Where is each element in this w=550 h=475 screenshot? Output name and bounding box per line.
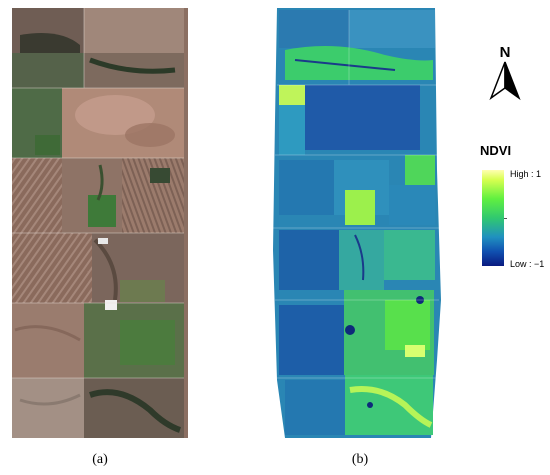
- ndvi-legend: NDVI High : 1 Low : −1: [478, 143, 550, 273]
- caption-b: (b): [351, 452, 369, 467]
- legend-low-label: Low : −1: [510, 259, 545, 269]
- caption-a: (a): [92, 452, 108, 467]
- ndvi-color-ramp: [482, 170, 504, 266]
- north-arrow-icon: N: [489, 44, 521, 101]
- legend-title: NDVI: [480, 143, 512, 158]
- north-arrow: N: [483, 42, 527, 102]
- ndvi-mosaic-icon: [273, 8, 441, 438]
- legend-high-label: High : 1: [510, 169, 542, 179]
- ndvi-map-image: [255, 0, 455, 445]
- legend-tick: [504, 218, 507, 219]
- rgb-satellite-image: [0, 0, 200, 445]
- north-label: N: [500, 44, 511, 61]
- rgb-mosaic-icon: [12, 8, 188, 438]
